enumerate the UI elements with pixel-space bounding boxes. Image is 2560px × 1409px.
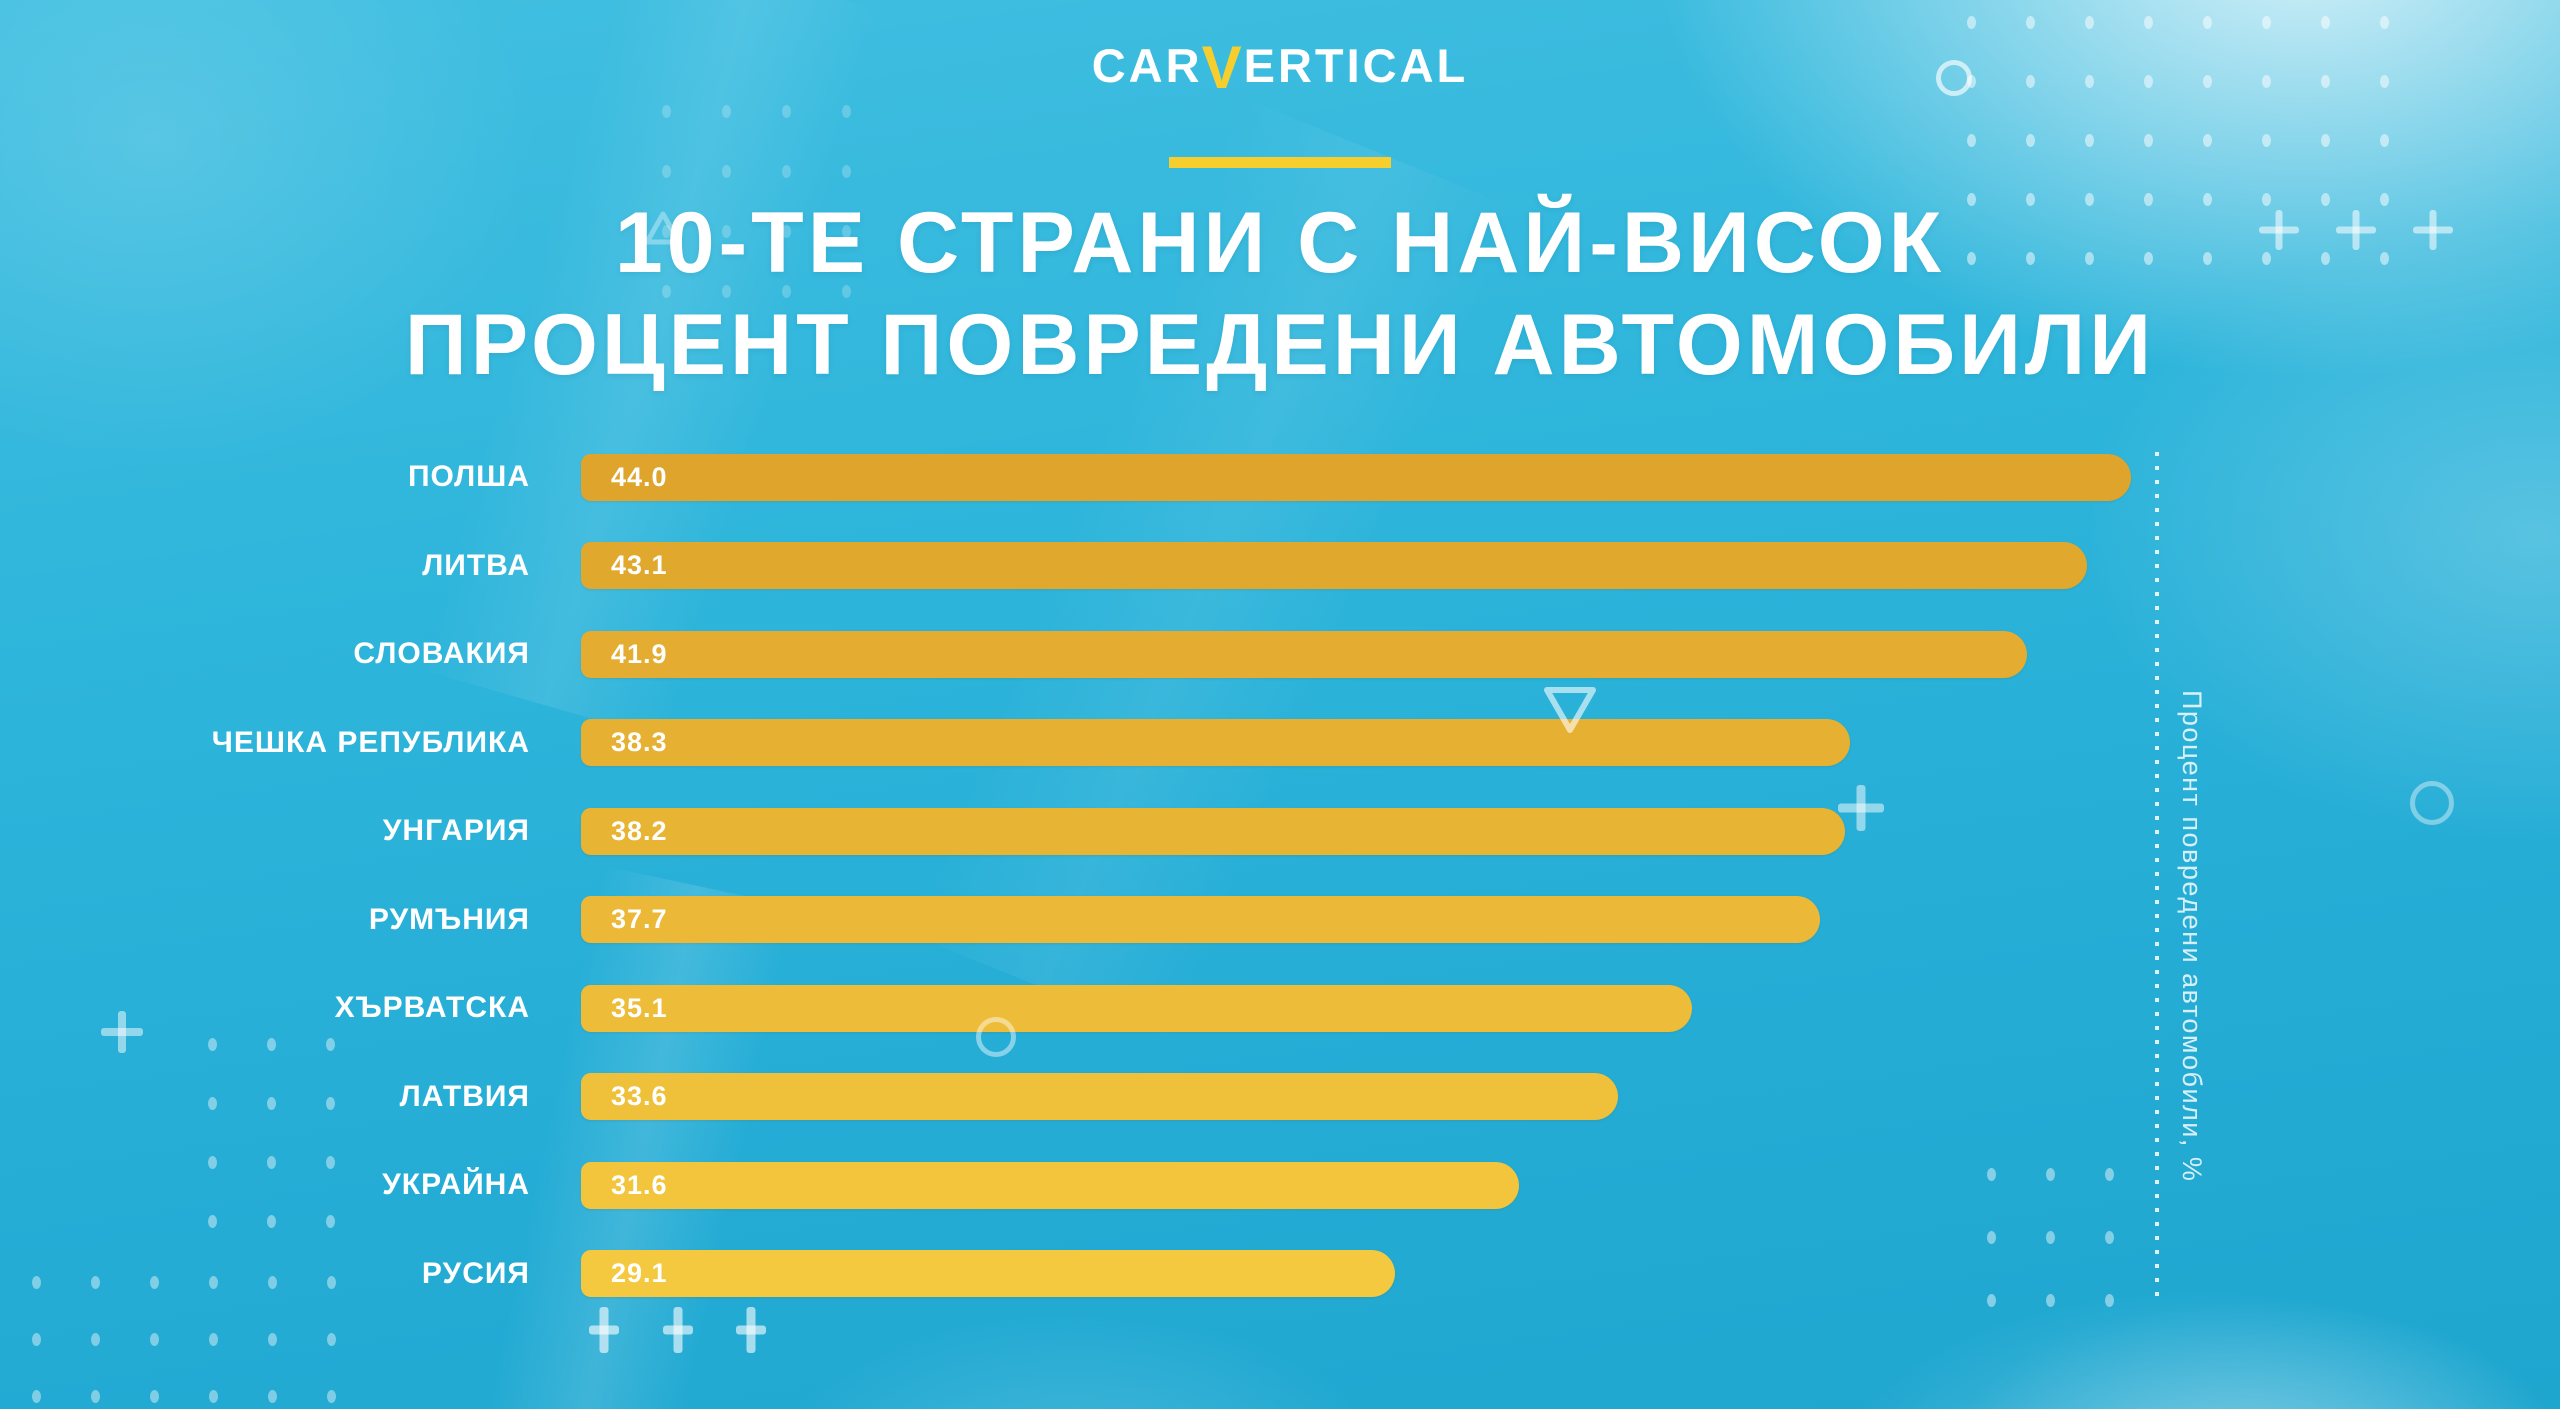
circle-icon <box>1936 60 1972 96</box>
bar-row: РУМЪНИЯ 37.7 <box>0 876 2560 965</box>
bar-track: 29.1 <box>581 1250 2131 1298</box>
bar-row: УКРАЙНА 31.6 <box>0 1141 2560 1230</box>
value-bar: 37.7 <box>581 896 1820 944</box>
bar-chart: ПОЛША 44.0 ЛИТВА 43.1 СЛОВАКИЯ 41.9 ЧЕШКА РЕПУ… <box>0 433 2560 1318</box>
triangle-up-icon <box>644 211 682 245</box>
value-bar: 38.3 <box>581 719 1850 767</box>
country-label: УКРАЙНА <box>382 1168 530 1202</box>
plus-icon <box>2336 210 2376 250</box>
value-bar: 44.0 <box>581 453 2131 501</box>
bar-row: ЧЕШКА РЕПУБЛИКА 38.3 <box>0 699 2560 788</box>
country-label: СЛОВАКИЯ <box>353 637 530 671</box>
title-line-1: 10-ТЕ СТРАНИ С НАЙ-ВИСОК <box>614 195 1946 291</box>
bar-row: ЛАТВИЯ 33.6 <box>0 1053 2560 1142</box>
country-label: ЛАТВИЯ <box>399 1079 530 1113</box>
bar-track: 44.0 <box>581 453 2131 501</box>
axis-label: Процент повредени автомобили, % <box>2177 690 2207 1183</box>
carvertical-logo: CARVERTICAL <box>0 38 2560 98</box>
country-label: РУСИЯ <box>421 1256 530 1290</box>
bar-value-label: 43.1 <box>611 550 668 581</box>
value-bar: 38.2 <box>581 807 1845 855</box>
value-bar: 31.6 <box>581 1161 1519 1209</box>
bar-value-label: 29.1 <box>611 1258 668 1289</box>
country-label: РУМЪНИЯ <box>368 902 530 936</box>
logo-text-car: CAR <box>1091 39 1203 92</box>
bar-row: УНГАРИЯ 38.2 <box>0 787 2560 876</box>
plus-icon <box>2413 210 2453 250</box>
bar-value-label: 44.0 <box>611 461 668 492</box>
country-label: УНГАРИЯ <box>382 814 530 848</box>
country-label: ЧЕШКА РЕПУБЛИКА <box>211 725 530 759</box>
bar-track: 35.1 <box>581 984 2131 1032</box>
bar-track: 41.9 <box>581 630 2131 678</box>
bar-track: 33.6 <box>581 1073 2131 1121</box>
plus-icon <box>2259 210 2299 250</box>
bar-track: 43.1 <box>581 542 2131 590</box>
bar-track: 31.6 <box>581 1161 2131 1209</box>
bar-track: 38.2 <box>581 807 2131 855</box>
bar-value-label: 33.6 <box>611 1081 668 1112</box>
title-line-2: ПРОЦЕНТ ПОВРЕДЕНИ АВТОМОБИЛИ <box>404 297 2156 393</box>
logo-text-ertical: ERTICAL <box>1243 39 1469 92</box>
bar-value-label: 38.2 <box>611 815 668 846</box>
dotted-axis-line <box>2155 452 2159 1302</box>
bar-row: СЛОВАКИЯ 41.9 <box>0 610 2560 699</box>
value-bar: 43.1 <box>581 542 2087 590</box>
value-bar: 33.6 <box>581 1073 1618 1121</box>
bar-value-label: 38.3 <box>611 727 668 758</box>
dots-pattern <box>1967 16 2439 311</box>
value-bar: 29.1 <box>581 1250 1396 1298</box>
bar-track: 37.7 <box>581 896 2131 944</box>
bar-row: ПОЛША 44.0 <box>0 433 2560 522</box>
bar-row: ЛИТВА 43.1 <box>0 522 2560 611</box>
bar-row: ХЪРВАТСКА 35.1 <box>0 964 2560 1053</box>
plus-icon <box>1838 785 1884 831</box>
dots-pattern <box>208 1038 385 1274</box>
plus-icon <box>589 1307 619 1353</box>
bar-value-label: 35.1 <box>611 992 668 1023</box>
plus-icon <box>101 1011 143 1053</box>
plus-icon <box>736 1307 766 1353</box>
dots-pattern <box>32 1276 386 1409</box>
logo-underline <box>1169 157 1391 168</box>
bar-row: РУСИЯ 29.1 <box>0 1230 2560 1319</box>
value-bar: 35.1 <box>581 984 1692 1032</box>
circle-icon <box>976 1017 1016 1057</box>
bar-value-label: 37.7 <box>611 904 668 935</box>
bar-value-label: 31.6 <box>611 1169 668 1200</box>
bar-track: 38.3 <box>581 719 2131 767</box>
circle-icon <box>2410 781 2454 825</box>
bar-value-label: 41.9 <box>611 638 668 669</box>
page-title: 10-ТЕ СТРАНИ С НАЙ-ВИСОК ПРОЦЕНТ ПОВРЕДЕ… <box>0 192 2560 396</box>
country-label: ПОЛША <box>407 460 530 494</box>
value-bar: 41.9 <box>581 630 2028 678</box>
country-label: ХЪРВАТСКА <box>334 991 530 1025</box>
country-label: ЛИТВА <box>422 548 530 582</box>
dots-pattern <box>662 105 902 345</box>
triangle-down-icon <box>1544 687 1596 733</box>
plus-icon <box>663 1307 693 1353</box>
logo-v-checkmark-icon: V <box>1201 34 1245 101</box>
dots-pattern <box>1987 1168 2164 1357</box>
